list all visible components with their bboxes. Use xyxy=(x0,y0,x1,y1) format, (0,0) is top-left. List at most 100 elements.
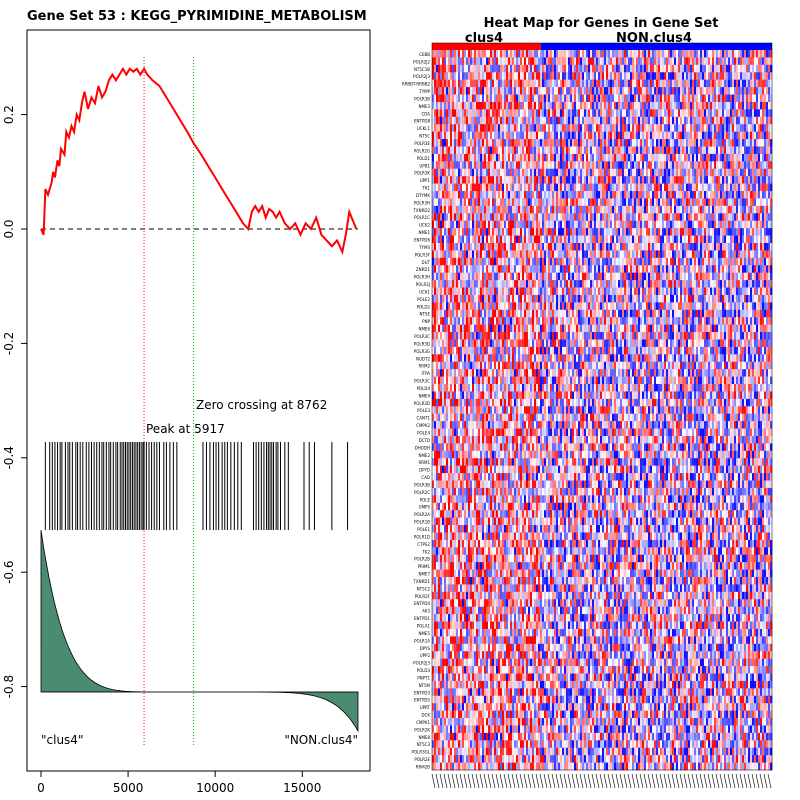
heatmap-cell xyxy=(570,176,573,184)
heatmap-cell xyxy=(648,101,651,110)
heatmap-cell xyxy=(698,101,701,110)
heatmap-cell xyxy=(674,109,677,118)
heatmap-cell xyxy=(740,235,743,244)
heatmap-cell xyxy=(692,94,695,103)
heatmap-cell xyxy=(714,72,717,80)
heatmap-cell xyxy=(488,213,491,222)
heatmap-cell xyxy=(704,220,707,229)
heatmap-cell xyxy=(624,79,627,88)
heatmap-cell xyxy=(566,205,569,214)
heatmap-cell xyxy=(534,79,537,88)
heatmap-cell xyxy=(662,205,665,214)
heatmap-cell xyxy=(658,109,661,118)
heatmap-cell xyxy=(758,116,761,125)
heatmap-cell xyxy=(756,153,759,162)
heatmap-cell xyxy=(702,139,705,147)
heatmap-cell xyxy=(762,228,765,236)
heatmap-cell xyxy=(742,205,745,214)
heatmap-cell xyxy=(688,220,691,229)
heatmap-cell xyxy=(762,50,765,58)
heatmap-cell xyxy=(570,183,573,192)
heatmap-cell xyxy=(590,205,593,214)
heatmap-cell xyxy=(554,109,557,118)
heatmap-cell xyxy=(506,205,509,214)
heatmap-cell xyxy=(706,57,709,66)
heatmap-cell xyxy=(688,94,691,103)
heatmap-cell xyxy=(516,50,519,58)
heatmap-cell xyxy=(650,220,653,229)
heatmap-cell xyxy=(746,228,749,236)
heatmap-cell xyxy=(540,153,543,162)
heatmap-cell xyxy=(684,176,687,184)
heatmap-cell xyxy=(762,168,765,177)
heatmap-cell xyxy=(460,64,463,73)
heatmap-cell xyxy=(704,101,707,110)
heatmap-cell xyxy=(722,146,725,155)
heatmap-cell xyxy=(474,116,477,125)
heatmap-cell xyxy=(452,153,455,162)
heatmap-cell xyxy=(734,235,737,244)
heatmap-cell xyxy=(542,146,545,155)
heatmap-cell xyxy=(558,191,561,199)
heatmap-cell xyxy=(748,57,751,66)
heatmap-cell xyxy=(478,191,481,199)
heatmap-cell xyxy=(482,139,485,147)
heatmap-cell xyxy=(574,116,577,125)
heatmap-cell xyxy=(460,72,463,80)
heatmap-cell xyxy=(584,153,587,162)
heatmap-cell xyxy=(672,242,675,251)
heatmap-cell xyxy=(710,153,713,162)
heatmap-cell xyxy=(682,72,685,80)
heatmap-cell xyxy=(764,205,767,214)
heatmap-cell xyxy=(662,57,665,66)
heatmap-cell xyxy=(578,101,581,110)
heatmap-cell xyxy=(464,176,467,184)
heatmap-cell xyxy=(714,109,717,118)
heatmap-cell xyxy=(608,242,611,251)
heatmap-cell xyxy=(616,191,619,199)
heatmap-cell xyxy=(752,146,755,155)
heatmap-cell xyxy=(514,213,517,222)
heatmap-cell xyxy=(490,235,493,244)
heatmap-cell xyxy=(754,87,757,95)
heatmap-cell xyxy=(640,205,643,214)
heatmap-cell xyxy=(736,72,739,80)
heatmap-cell xyxy=(718,57,721,66)
heatmap-cell xyxy=(532,57,535,66)
heatmap-cell xyxy=(660,116,663,125)
heatmap-cell xyxy=(660,191,663,199)
heatmap-cell xyxy=(666,205,669,214)
heatmap-cell xyxy=(520,87,523,95)
heatmap-cell xyxy=(734,94,737,103)
heatmap-cell xyxy=(446,198,449,207)
heatmap-cell xyxy=(466,250,469,259)
heatmap-cell xyxy=(654,101,657,110)
heatmap-cell xyxy=(554,124,557,132)
heatmap-cell xyxy=(726,72,729,80)
heatmap-cell xyxy=(712,168,715,177)
heatmap-cell xyxy=(504,124,507,132)
heatmap-cell xyxy=(746,153,749,162)
heatmap-cell xyxy=(744,146,747,155)
heatmap-cell xyxy=(734,79,737,88)
heatmap-cell xyxy=(626,146,629,155)
heatmap-cell xyxy=(586,109,589,118)
heatmap-cell xyxy=(460,242,463,251)
heatmap-cell xyxy=(722,57,725,66)
heatmap-cell xyxy=(568,228,571,236)
heatmap-cell xyxy=(676,235,679,244)
heatmap-cell xyxy=(518,198,521,207)
heatmap-cell xyxy=(710,87,713,95)
heatmap-cell xyxy=(640,87,643,95)
heatmap-cell xyxy=(464,198,467,207)
heatmap-cell xyxy=(518,139,521,147)
heatmap-cell xyxy=(484,109,487,118)
heatmap-cell xyxy=(484,191,487,199)
heatmap-cell xyxy=(708,205,711,214)
heatmap-cell xyxy=(656,250,659,259)
heatmap-cell xyxy=(610,101,613,110)
heatmap-cell xyxy=(632,124,635,132)
heatmap-cell xyxy=(498,79,501,88)
heatmap-cell xyxy=(536,235,539,244)
heatmap-cell xyxy=(488,101,491,110)
